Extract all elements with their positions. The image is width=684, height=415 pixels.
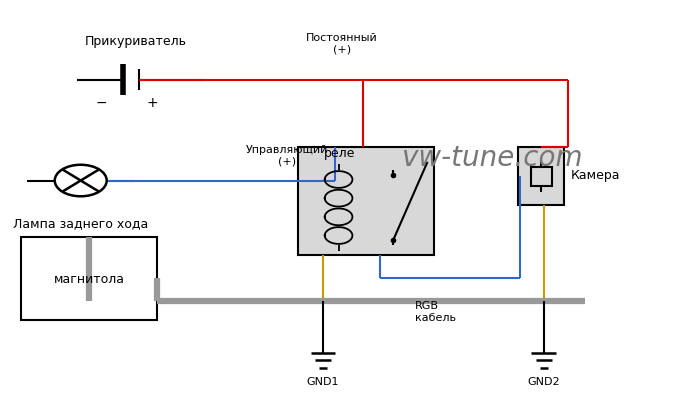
Bar xyxy=(518,147,564,205)
Text: Камера: Камера xyxy=(571,169,620,182)
Bar xyxy=(531,167,551,186)
Text: GND1: GND1 xyxy=(306,377,339,387)
Text: Управляющий
(+): Управляющий (+) xyxy=(246,145,328,166)
Bar xyxy=(298,147,434,255)
Text: Лампа заднего хода: Лампа заднего хода xyxy=(13,217,148,230)
Text: магнитола: магнитола xyxy=(53,273,124,286)
Text: Прикуриватель: Прикуриватель xyxy=(84,35,187,48)
Text: +: + xyxy=(147,95,158,110)
Bar xyxy=(21,237,157,320)
Text: vw-tune.com: vw-tune.com xyxy=(402,144,583,172)
Text: RGB
кабель: RGB кабель xyxy=(415,301,456,323)
Text: GND2: GND2 xyxy=(527,377,560,387)
Text: реле: реле xyxy=(324,147,356,160)
Text: Постоянный
(+): Постоянный (+) xyxy=(306,33,378,54)
Text: −: − xyxy=(96,95,107,110)
